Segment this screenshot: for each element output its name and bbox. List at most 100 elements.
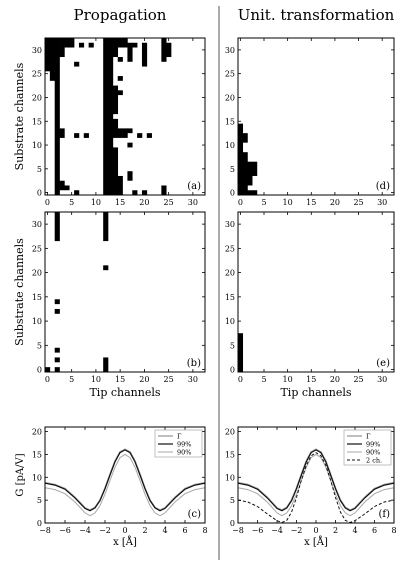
heatmap-cell <box>54 38 60 195</box>
chart-panel-b: 0 5 10 15 20 25 30 0 5 10 15 20 25 30 (b) Tip channels S… <box>13 211 206 399</box>
y-tick-label: 30 <box>225 220 235 229</box>
heatmap-cell <box>64 185 70 191</box>
x-tick-label: 10 <box>283 198 293 207</box>
y-tick-label: 0 <box>37 366 42 375</box>
heatmap-cell <box>247 161 253 186</box>
x-tick-label: 0 <box>313 526 318 535</box>
x-tick-label: 2 <box>142 526 147 535</box>
heatmap-cell <box>54 367 60 372</box>
x-tick-label: 30 <box>377 375 387 384</box>
panel-label: (c) <box>188 509 202 520</box>
x-tick-label: 15 <box>306 375 316 384</box>
heatmap-cell <box>238 123 244 195</box>
heatmap-cell <box>117 128 123 138</box>
x-tick-label: 5 <box>261 198 266 207</box>
heatmap-cell <box>74 190 80 195</box>
legend: Γ99%90% <box>154 429 203 458</box>
x-tick-label: 5 <box>69 375 74 384</box>
x-tick-label: 6 <box>182 526 187 535</box>
y-tick-label: 20 <box>32 93 42 102</box>
y-tick-label: 20 <box>225 428 235 437</box>
heatmap-cell <box>108 38 114 195</box>
x-tick-label: 0 <box>238 198 243 207</box>
x-tick-label: −6 <box>59 526 71 535</box>
x-tick-label: 10 <box>283 375 293 384</box>
y-tick-label: 5 <box>230 165 235 174</box>
y-tick-label: 30 <box>32 220 42 229</box>
x-tick-label: 20 <box>139 375 149 384</box>
heatmap-cell <box>146 133 152 138</box>
heatmap-cell <box>64 38 70 48</box>
x-axis-label: Tip channels <box>89 386 160 399</box>
heatmap-cell <box>117 175 123 195</box>
heatmap-cell <box>74 133 80 138</box>
x-tick-label: −8 <box>232 526 244 535</box>
heatmap-cell <box>103 38 109 195</box>
y-tick-label: 5 <box>37 165 42 174</box>
x-axis-label: x [Å] <box>304 536 328 548</box>
heatmap-cell <box>127 42 133 62</box>
y-tick-label: 15 <box>32 293 42 302</box>
axes-frame <box>44 37 206 196</box>
x-tick-label: 20 <box>330 198 340 207</box>
heatmap-cell <box>166 42 172 58</box>
x-tick-label: −4 <box>271 526 283 535</box>
y-tick-label: 15 <box>225 117 235 126</box>
heatmap-cell <box>127 171 133 181</box>
y-tick-label: 15 <box>32 117 42 126</box>
heatmap-cell <box>161 185 167 195</box>
heatmap-cell <box>45 38 51 72</box>
series-line <box>237 449 395 512</box>
panel-label: (f) <box>378 509 390 520</box>
heatmap-cell <box>122 38 128 48</box>
heatmap-cell <box>117 76 123 81</box>
heatmap-cell <box>54 308 60 314</box>
x-tick-label: −6 <box>252 526 264 535</box>
heatmap-cell <box>59 38 65 58</box>
x-tick-label: 15 <box>115 375 125 384</box>
legend-label: 90% <box>177 449 191 457</box>
x-tick-label: 25 <box>353 375 363 384</box>
x-tick-label: −2 <box>291 526 303 535</box>
heatmap-cell <box>83 133 89 138</box>
x-tick-label: −4 <box>79 526 91 535</box>
series-line <box>44 449 206 512</box>
y-tick-label: 0 <box>230 519 235 528</box>
x-tick-label: 2 <box>333 526 338 535</box>
series-line <box>237 453 395 517</box>
y-tick-label: 15 <box>225 450 235 459</box>
heatmap-cell <box>112 38 119 58</box>
legend: Γ99%90%2 ch. <box>343 429 392 466</box>
heatmap-cell <box>59 180 65 191</box>
y-axis-label: Substrate channels <box>13 238 26 346</box>
y-tick-label: 20 <box>32 428 42 437</box>
heatmap-cell <box>103 265 109 271</box>
heatmap-cell <box>252 190 258 195</box>
heatmap-cell <box>59 128 65 138</box>
axes-frame <box>237 37 395 196</box>
x-tick-label: 30 <box>188 198 198 207</box>
heatmap-cell <box>112 118 119 138</box>
panel-label: (b) <box>187 358 201 369</box>
title-unit-transformation: Unit. transformation <box>238 6 395 24</box>
y-tick-label: 20 <box>225 93 235 102</box>
y-tick-label: 0 <box>230 189 235 198</box>
y-tick-label: 25 <box>225 244 235 253</box>
x-tick-label: 15 <box>306 198 316 207</box>
y-tick-label: 10 <box>225 317 235 326</box>
x-tick-label: −8 <box>39 526 51 535</box>
x-tick-label: 20 <box>139 198 149 207</box>
x-tick-label: 5 <box>69 198 74 207</box>
panel-label: (a) <box>187 181 201 192</box>
heatmap-cell <box>112 85 119 115</box>
y-tick-label: 10 <box>225 473 235 482</box>
x-tick-label: 8 <box>391 526 396 535</box>
x-tick-label: 6 <box>372 526 377 535</box>
panel-label: (e) <box>376 358 390 369</box>
heatmap-cell <box>74 61 80 67</box>
heatmap-cell <box>78 42 85 48</box>
x-tick-label: −2 <box>99 526 111 535</box>
heatmap-cell <box>54 357 60 363</box>
x-tick-label: 15 <box>115 198 125 207</box>
